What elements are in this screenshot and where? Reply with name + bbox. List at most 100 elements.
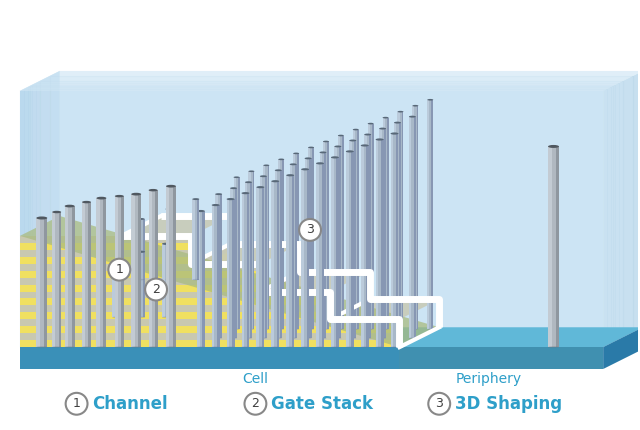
Circle shape xyxy=(108,259,130,280)
Ellipse shape xyxy=(390,132,399,135)
Polygon shape xyxy=(36,83,619,339)
Polygon shape xyxy=(173,186,176,347)
Polygon shape xyxy=(131,194,141,347)
Polygon shape xyxy=(399,123,401,338)
Ellipse shape xyxy=(278,159,284,160)
Polygon shape xyxy=(298,154,299,329)
Ellipse shape xyxy=(248,329,255,330)
Ellipse shape xyxy=(390,346,399,348)
Polygon shape xyxy=(32,85,615,341)
Ellipse shape xyxy=(323,141,329,142)
Ellipse shape xyxy=(215,338,222,339)
Polygon shape xyxy=(278,160,280,329)
Polygon shape xyxy=(115,196,118,347)
Polygon shape xyxy=(282,160,284,329)
Polygon shape xyxy=(431,100,433,329)
Polygon shape xyxy=(168,244,170,317)
Polygon shape xyxy=(122,216,230,236)
Ellipse shape xyxy=(271,346,279,348)
Polygon shape xyxy=(262,187,264,347)
Polygon shape xyxy=(349,141,352,338)
Polygon shape xyxy=(65,206,68,347)
Polygon shape xyxy=(390,134,394,347)
Polygon shape xyxy=(113,262,120,317)
Polygon shape xyxy=(20,319,399,326)
Ellipse shape xyxy=(379,338,386,339)
Polygon shape xyxy=(131,194,134,347)
Polygon shape xyxy=(52,212,56,347)
Polygon shape xyxy=(166,209,172,280)
Polygon shape xyxy=(28,87,611,343)
Ellipse shape xyxy=(293,153,299,154)
Ellipse shape xyxy=(301,346,309,348)
Polygon shape xyxy=(227,199,229,347)
Polygon shape xyxy=(215,194,218,338)
Ellipse shape xyxy=(166,185,176,187)
Ellipse shape xyxy=(82,201,91,203)
Polygon shape xyxy=(330,313,370,340)
Polygon shape xyxy=(339,147,341,338)
Ellipse shape xyxy=(115,195,124,197)
Polygon shape xyxy=(257,187,264,347)
Polygon shape xyxy=(337,157,339,347)
Polygon shape xyxy=(253,171,255,329)
Text: 3: 3 xyxy=(435,397,443,410)
Ellipse shape xyxy=(335,338,341,339)
Ellipse shape xyxy=(131,346,141,348)
Polygon shape xyxy=(319,152,322,338)
Ellipse shape xyxy=(131,193,141,196)
Polygon shape xyxy=(346,151,349,347)
Polygon shape xyxy=(166,186,170,347)
Polygon shape xyxy=(260,313,300,340)
Text: 3: 3 xyxy=(306,224,314,236)
Polygon shape xyxy=(342,135,344,329)
Ellipse shape xyxy=(52,346,61,348)
Circle shape xyxy=(428,393,450,415)
Polygon shape xyxy=(72,206,75,347)
Polygon shape xyxy=(323,141,325,329)
Polygon shape xyxy=(82,202,85,347)
Polygon shape xyxy=(20,264,260,270)
Polygon shape xyxy=(338,135,344,329)
Polygon shape xyxy=(330,320,370,347)
Ellipse shape xyxy=(166,279,172,280)
Polygon shape xyxy=(390,134,399,347)
Ellipse shape xyxy=(379,128,386,129)
Ellipse shape xyxy=(148,346,157,348)
Polygon shape xyxy=(137,252,140,317)
Polygon shape xyxy=(364,135,367,338)
Polygon shape xyxy=(232,199,234,347)
Ellipse shape xyxy=(368,329,374,330)
Polygon shape xyxy=(197,211,200,347)
Ellipse shape xyxy=(412,329,419,330)
Polygon shape xyxy=(138,219,140,280)
Polygon shape xyxy=(118,262,120,317)
Polygon shape xyxy=(399,327,640,347)
Ellipse shape xyxy=(331,346,339,348)
Polygon shape xyxy=(396,134,399,347)
Ellipse shape xyxy=(290,338,297,339)
Polygon shape xyxy=(191,272,230,298)
Polygon shape xyxy=(409,117,412,338)
Ellipse shape xyxy=(212,346,220,348)
Ellipse shape xyxy=(316,162,324,164)
Polygon shape xyxy=(20,285,260,292)
Polygon shape xyxy=(361,145,369,347)
Ellipse shape xyxy=(248,170,255,172)
Ellipse shape xyxy=(353,329,359,330)
Ellipse shape xyxy=(428,99,433,101)
Polygon shape xyxy=(271,181,274,347)
Polygon shape xyxy=(353,129,355,329)
Ellipse shape xyxy=(65,346,75,348)
Polygon shape xyxy=(387,118,388,329)
Ellipse shape xyxy=(215,193,222,195)
Ellipse shape xyxy=(301,168,309,170)
Polygon shape xyxy=(548,147,552,347)
Ellipse shape xyxy=(166,208,172,210)
Polygon shape xyxy=(265,176,267,338)
Text: Cell: Cell xyxy=(243,372,268,386)
Text: 1: 1 xyxy=(73,397,81,410)
Polygon shape xyxy=(36,218,40,347)
Ellipse shape xyxy=(397,329,403,330)
Polygon shape xyxy=(324,152,326,338)
